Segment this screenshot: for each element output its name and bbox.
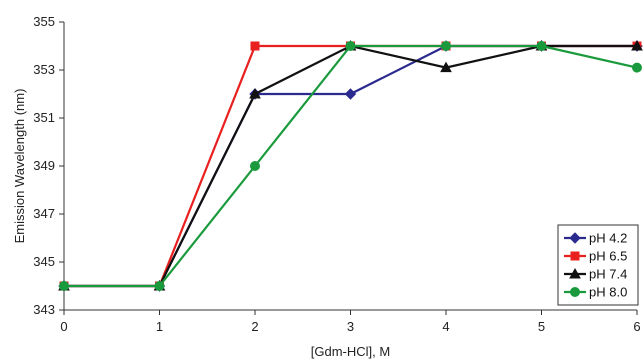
series-pH-6_5 [59, 41, 642, 291]
x-tick-label: 4 [442, 319, 449, 334]
data-point [632, 62, 642, 73]
x-tick-label: 0 [60, 319, 67, 334]
data-point [344, 88, 357, 100]
y-tick-label: 347 [33, 206, 55, 221]
legend-marker [569, 267, 581, 279]
x-axis-ticks: 0 1 2 3 4 5 6 [60, 310, 641, 334]
y-tick-label: 343 [33, 302, 55, 317]
legend: pH 4.2 pH 6.5 pH 7.4 pH 8.0 [557, 224, 639, 306]
legend-marker [569, 232, 581, 244]
legend-label: pH 7.4 [589, 267, 627, 282]
legend-item: pH 8.0 [564, 285, 627, 300]
legend-marker [570, 287, 580, 297]
y-tick-label: 345 [33, 254, 55, 269]
data-point [440, 61, 452, 73]
x-tick-label: 5 [538, 319, 545, 334]
series-pH-8_0 [59, 41, 642, 291]
x-tick-label: 2 [251, 319, 258, 334]
y-tick-label: 351 [33, 110, 55, 125]
legend-label: pH 4.2 [589, 231, 627, 246]
y-tick-label: 355 [33, 14, 55, 29]
legend-label: pH 8.0 [589, 285, 627, 300]
y-axis-ticks: 343 345 347 349 351 353 355 [33, 14, 64, 317]
data-point [345, 41, 356, 51]
data-point [536, 41, 547, 51]
series-layer [58, 39, 643, 292]
y-tick-label: 353 [33, 62, 55, 77]
y-tick-label: 349 [33, 158, 55, 173]
series-line [64, 44, 637, 288]
data-point [154, 281, 165, 291]
data-point [250, 41, 260, 51]
x-tick-label: 1 [156, 319, 163, 334]
y-axis-label: Emission Wavelength (nm) [12, 89, 27, 244]
legend-item: pH 6.5 [564, 249, 627, 264]
data-point [631, 39, 643, 51]
x-axis-label: [Gdm-HCl], M [311, 344, 390, 359]
series-pH-4_2 [58, 40, 643, 292]
series-pH-7_4 [58, 39, 643, 291]
data-point [250, 161, 260, 171]
x-tick-label: 3 [347, 319, 354, 334]
data-point [249, 87, 261, 99]
legend-item: pH 7.4 [564, 267, 627, 282]
series-line [64, 44, 637, 288]
legend-item: pH 4.2 [564, 231, 627, 246]
data-point [441, 41, 451, 51]
legend-marker [570, 251, 580, 261]
series-line [64, 44, 638, 288]
x-tick-label: 6 [633, 319, 640, 334]
series-line [64, 44, 637, 288]
legend-label: pH 6.5 [589, 249, 627, 264]
data-point [59, 281, 69, 291]
